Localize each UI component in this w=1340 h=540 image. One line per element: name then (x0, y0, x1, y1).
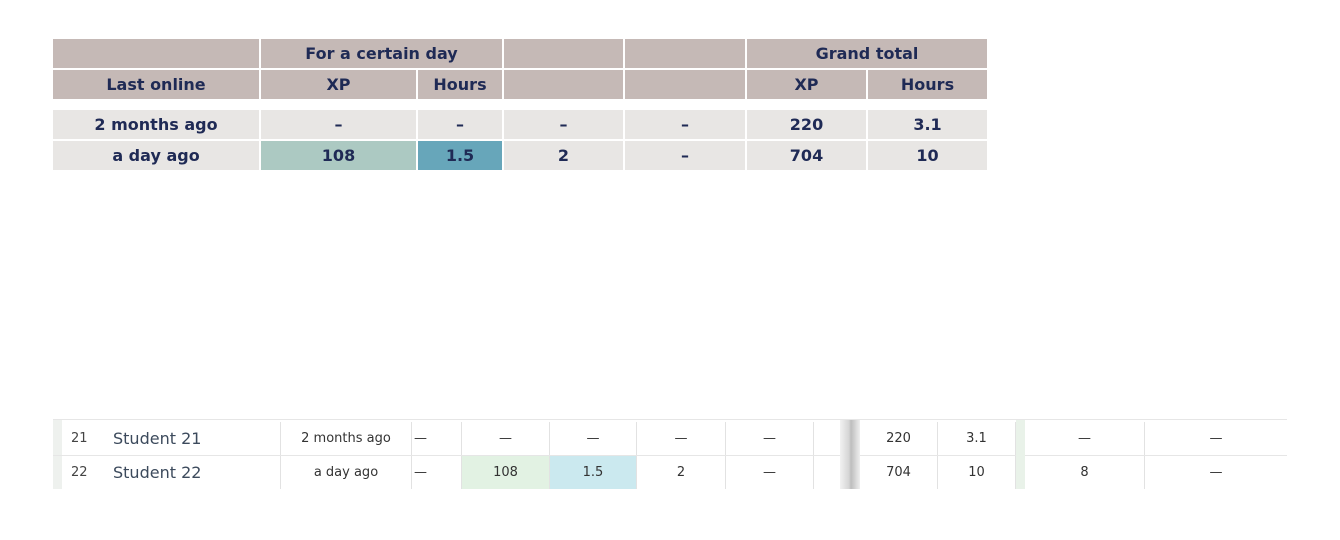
last-online-cell: a day ago (281, 456, 412, 489)
summary-row-1-extra-1: – (504, 110, 623, 139)
total-xp-cell: 704 (860, 456, 938, 489)
column-group-divider (1016, 420, 1025, 489)
total-hours-cell: 3.1 (938, 422, 1016, 455)
summary-row-2-day-xp: 108 (261, 141, 416, 170)
cell-d: — (1025, 422, 1145, 455)
header-for-a-certain-day: For a certain day (261, 39, 502, 68)
frozen-column-divider[interactable] (840, 420, 860, 489)
cell-d: 8 (1025, 456, 1145, 489)
total-xp-cell: 220 (860, 422, 938, 455)
day-xp-cell: 108 (462, 456, 550, 489)
header-day-hours: Hours (418, 70, 502, 99)
day-xp-cell: — (462, 422, 550, 455)
table-row[interactable]: 21 Student 21 2 months ago — — — — — 220… (53, 422, 1287, 456)
header-day-xp: XP (261, 70, 416, 99)
student-table: 21 Student 21 2 months ago — — — — — 220… (53, 419, 1287, 489)
summary-row-1-extra-2: – (625, 110, 745, 139)
table-row[interactable]: 22 Student 22 a day ago — 108 1.5 2 — 70… (53, 456, 1287, 489)
summary-row-2-day-hours: 1.5 (418, 141, 502, 170)
summary-row-1-total-xp: 220 (747, 110, 866, 139)
summary-row-2-total-hours: 10 (868, 141, 987, 170)
row-gutter (53, 420, 62, 489)
cell-e: — (1209, 431, 1223, 446)
cell-e: — (1209, 465, 1223, 480)
row-index: 21 (71, 431, 88, 446)
summary-row-2-total-xp: 704 (747, 141, 866, 170)
cell-b: 2 (637, 456, 726, 489)
header-grand-total: Grand total (747, 39, 987, 68)
summary-row-2-last-online: a day ago (53, 141, 259, 170)
summary-row-2-extra-1: 2 (504, 141, 623, 170)
cell-c: — (726, 456, 814, 489)
student-name[interactable]: Student 21 (113, 422, 281, 455)
header-extra-1 (504, 70, 623, 99)
header-last-online: Last online (53, 70, 259, 99)
summary-row-1-day-hours: – (418, 110, 502, 139)
summary-row-2-extra-2: – (625, 141, 745, 170)
header-extra-2-top (625, 39, 745, 68)
cell-b: — (637, 422, 726, 455)
last-online-cell: 2 months ago (281, 422, 412, 455)
total-hours-cell: 10 (938, 456, 1016, 489)
day-hours-cell: 1.5 (550, 456, 637, 489)
header-extra-2 (625, 70, 745, 99)
summary-row-1-last-online: 2 months ago (53, 110, 259, 139)
header-total-hours: Hours (868, 70, 987, 99)
summary-row-1-day-xp: – (261, 110, 416, 139)
cell-a: — (412, 422, 462, 455)
header-total-xp: XP (747, 70, 866, 99)
summary-table: For a certain day Grand total Last onlin… (53, 39, 987, 171)
summary-row-1-total-hours: 3.1 (868, 110, 987, 139)
header-last-online-top (53, 39, 259, 68)
student-name[interactable]: Student 22 (113, 456, 281, 489)
cell-c: — (726, 422, 814, 455)
cell-a: — (412, 456, 462, 489)
row-index: 22 (71, 465, 88, 480)
header-extra-1-top (504, 39, 623, 68)
day-hours-cell: — (550, 422, 637, 455)
